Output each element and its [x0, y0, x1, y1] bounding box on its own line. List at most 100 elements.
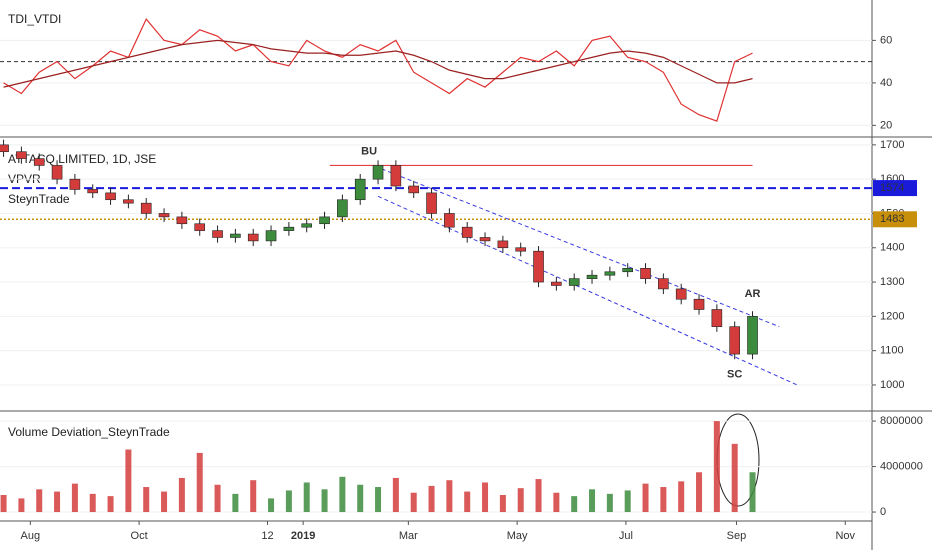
volume-bar [678, 481, 685, 513]
y-tick-label: 1700 [880, 139, 904, 151]
level-label: 1574 [880, 182, 904, 194]
candle-body [140, 202, 152, 214]
candle-body [372, 165, 384, 180]
candle-body [604, 271, 616, 276]
candle-body [426, 192, 437, 214]
volume-bar [232, 493, 239, 513]
x-tick-label: 2019 [291, 530, 315, 542]
volume-bar [606, 493, 613, 513]
candle-body [515, 247, 527, 252]
volume-bar [375, 487, 382, 513]
volume-bar [250, 480, 257, 513]
volume-bar [428, 485, 435, 513]
volume-bar [410, 492, 417, 513]
volume-bar [54, 491, 61, 513]
tdi-title: TDI_VTDI [8, 12, 61, 26]
x-tick-label: Sep [727, 530, 747, 542]
volume-bar [214, 484, 221, 513]
volume-bar [71, 483, 78, 513]
candle-body [479, 237, 491, 242]
volume-bar [624, 490, 631, 513]
volume-title: Volume Deviation_SteynTrade [8, 425, 170, 439]
volume-bar [642, 483, 649, 513]
volume-bar [553, 492, 560, 513]
annotation: SC [727, 369, 742, 381]
annotation: AR [745, 288, 761, 300]
x-tick-label: May [507, 530, 528, 542]
candle-body [729, 326, 740, 355]
candle-body [533, 250, 544, 283]
candle-body [194, 223, 206, 231]
candle-body [105, 192, 116, 201]
x-tick-label: Mar [399, 530, 418, 542]
volume-bar [446, 480, 453, 513]
candle-body [69, 178, 81, 190]
y-tick-label: 60 [880, 34, 892, 46]
candle-body [390, 165, 402, 187]
channel-line [381, 168, 780, 328]
candle-body [87, 189, 99, 194]
candle-body [158, 213, 170, 218]
candle-body [247, 233, 259, 242]
candle-body [551, 281, 562, 286]
candle-body [640, 268, 651, 279]
chart-title: ATTACQ LIMITED, 1D, JSE [8, 152, 156, 166]
y-tick-label: 1200 [880, 310, 904, 322]
y-tick-label: 1300 [880, 276, 904, 288]
candle-body [123, 199, 134, 204]
y-tick-label: 8000000 [880, 415, 923, 427]
candle-body [497, 240, 509, 249]
volume-bar [571, 496, 578, 513]
level-tag [873, 180, 917, 197]
candle-body [0, 144, 9, 153]
volume-bar [161, 491, 168, 513]
candle-body [33, 158, 45, 166]
volume-bar [357, 484, 364, 513]
y-tick-label: 4000000 [880, 460, 923, 472]
volume-bar [321, 489, 328, 513]
volume-bar [696, 472, 703, 513]
volume-bar [303, 482, 310, 513]
y-tick-label: 20 [880, 119, 892, 131]
y-tick-label: 1400 [880, 242, 904, 254]
volume-bar [36, 489, 43, 513]
volume-bar [749, 472, 756, 513]
candle-body [408, 185, 420, 194]
candle-body [711, 309, 723, 327]
volume-bar [0, 494, 7, 513]
y-tick-label: 40 [880, 77, 892, 89]
volume-bar [464, 491, 471, 513]
volume-bar [660, 487, 667, 513]
annotation: BU [361, 146, 377, 158]
candle-body [283, 226, 295, 231]
volume-bar [499, 494, 506, 513]
volume-bar [89, 493, 96, 513]
candle-body [568, 278, 580, 286]
candle-body [658, 278, 669, 290]
candle-body [16, 151, 27, 159]
candle-body [747, 316, 758, 355]
volume-bar [482, 482, 489, 513]
candle-body [212, 230, 223, 238]
volume-bar [589, 489, 596, 513]
volume-bar [18, 498, 25, 513]
candle-body [230, 233, 241, 238]
candle-body [319, 216, 330, 225]
level-label: 1483 [880, 213, 904, 225]
volume-bar [178, 477, 185, 513]
candle-body [586, 274, 598, 279]
candle-body [693, 298, 705, 310]
volume-bar [535, 479, 542, 513]
volume-bar [268, 498, 275, 513]
candle-body [461, 226, 473, 238]
y-tick-label: 1100 [880, 345, 904, 357]
y-tick-label: 0 [880, 506, 886, 518]
y-tick-label: 1000 [880, 379, 904, 391]
volume-bar [143, 487, 150, 513]
x-tick-label: Oct [131, 530, 148, 542]
candle-body [265, 230, 277, 242]
x-tick-label: 12 [261, 530, 273, 542]
volume-bar [125, 449, 132, 513]
